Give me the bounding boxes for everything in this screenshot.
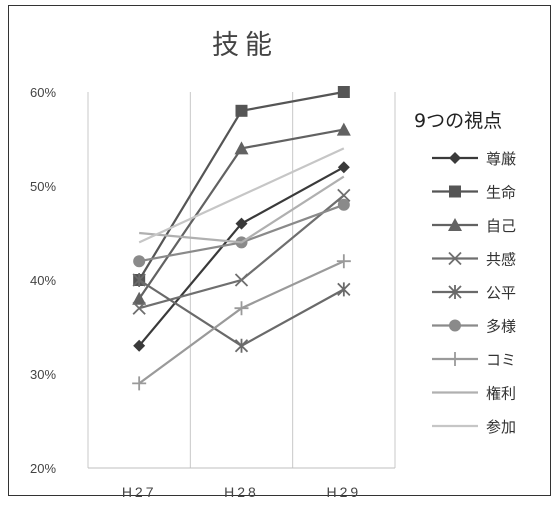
data-point-marker — [337, 188, 351, 203]
legend-label: 尊厳 — [486, 150, 516, 168]
series-多様 — [133, 198, 350, 268]
legend-label: 参加 — [486, 418, 516, 436]
x-tick-label: H27 — [122, 484, 157, 500]
y-tick-label: 30% — [30, 367, 56, 382]
chart-frame — [8, 5, 551, 496]
legend-label: 自己 — [486, 217, 516, 235]
legend-item: 多様 — [432, 318, 516, 336]
series-共感 — [132, 188, 351, 315]
legend-item: 自己 — [432, 217, 516, 235]
series-line — [139, 175, 345, 244]
legend-label: 権利 — [486, 385, 516, 403]
data-point-marker — [234, 338, 249, 353]
data-point-marker — [448, 251, 462, 266]
legend-item: 参加 — [432, 418, 516, 436]
data-point-marker — [336, 122, 351, 136]
series-尊厳 — [133, 161, 350, 352]
x-tick-label: H29 — [326, 484, 361, 500]
y-tick-label: 60% — [30, 85, 56, 100]
data-point-marker — [133, 255, 146, 268]
data-point-marker — [448, 352, 462, 366]
legend-item: 公平 — [432, 284, 516, 302]
data-point-marker — [234, 141, 249, 155]
data-point-marker — [448, 218, 462, 231]
x-tick-label: H28 — [224, 484, 259, 500]
legend-item: 権利 — [432, 385, 516, 403]
data-point-marker — [132, 376, 147, 391]
data-point-marker — [449, 319, 461, 332]
legend-title: 9つの視点 — [414, 110, 502, 132]
legend-label: 共感 — [486, 251, 516, 269]
data-point-marker — [449, 185, 461, 198]
data-point-marker — [337, 282, 351, 297]
data-point-marker — [448, 285, 462, 299]
data-point-marker — [336, 254, 351, 269]
chart-title: 技能 — [212, 30, 278, 61]
series-参加 — [138, 147, 345, 244]
data-point-marker — [235, 104, 248, 117]
legend-label: 生命 — [486, 184, 516, 202]
series-コミ — [132, 254, 351, 391]
series-権利 — [139, 175, 345, 244]
data-point-marker — [132, 291, 147, 305]
data-point-marker — [234, 301, 249, 316]
data-point-marker — [132, 273, 146, 287]
data-point-marker — [132, 301, 146, 315]
y-tick-label: 40% — [30, 273, 56, 288]
legend-label: 多様 — [486, 318, 516, 336]
legend-label: 公平 — [486, 284, 516, 302]
data-point-marker — [234, 273, 249, 287]
data-point-marker — [337, 198, 350, 211]
series-公平 — [132, 273, 351, 353]
legend-item: 生命 — [432, 184, 516, 202]
legend-label: コミ — [486, 351, 516, 369]
legend-item: 尊厳 — [432, 150, 516, 168]
data-point-marker — [235, 217, 248, 230]
y-tick-label: 50% — [30, 179, 56, 194]
data-point-marker — [337, 86, 350, 98]
legend-item: コミ — [432, 351, 516, 369]
series-line — [138, 147, 345, 244]
series-line — [138, 128, 345, 300]
y-tick-label: 20% — [30, 461, 56, 476]
series-自己 — [132, 122, 351, 305]
data-point-marker — [337, 161, 350, 174]
legend-item: 共感 — [432, 251, 516, 269]
data-point-marker — [133, 339, 146, 352]
data-point-marker — [449, 152, 461, 164]
